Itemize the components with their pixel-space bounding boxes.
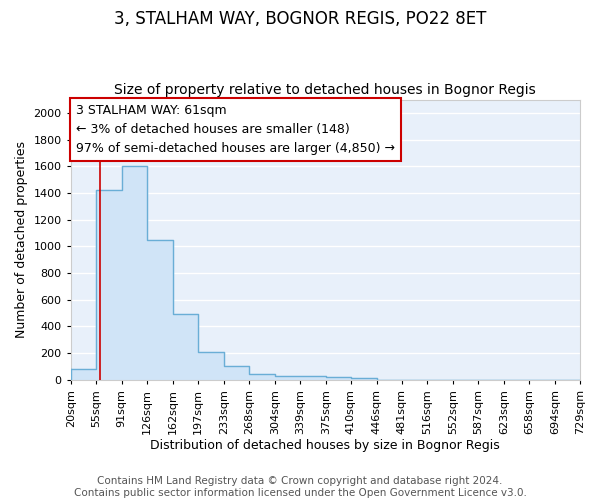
X-axis label: Distribution of detached houses by size in Bognor Regis: Distribution of detached houses by size …: [151, 440, 500, 452]
Text: Contains HM Land Registry data © Crown copyright and database right 2024.
Contai: Contains HM Land Registry data © Crown c…: [74, 476, 526, 498]
Text: 3, STALHAM WAY, BOGNOR REGIS, PO22 8ET: 3, STALHAM WAY, BOGNOR REGIS, PO22 8ET: [114, 10, 486, 28]
Y-axis label: Number of detached properties: Number of detached properties: [15, 141, 28, 338]
Text: 3 STALHAM WAY: 61sqm
← 3% of detached houses are smaller (148)
97% of semi-detac: 3 STALHAM WAY: 61sqm ← 3% of detached ho…: [76, 104, 395, 155]
Title: Size of property relative to detached houses in Bognor Regis: Size of property relative to detached ho…: [115, 83, 536, 97]
